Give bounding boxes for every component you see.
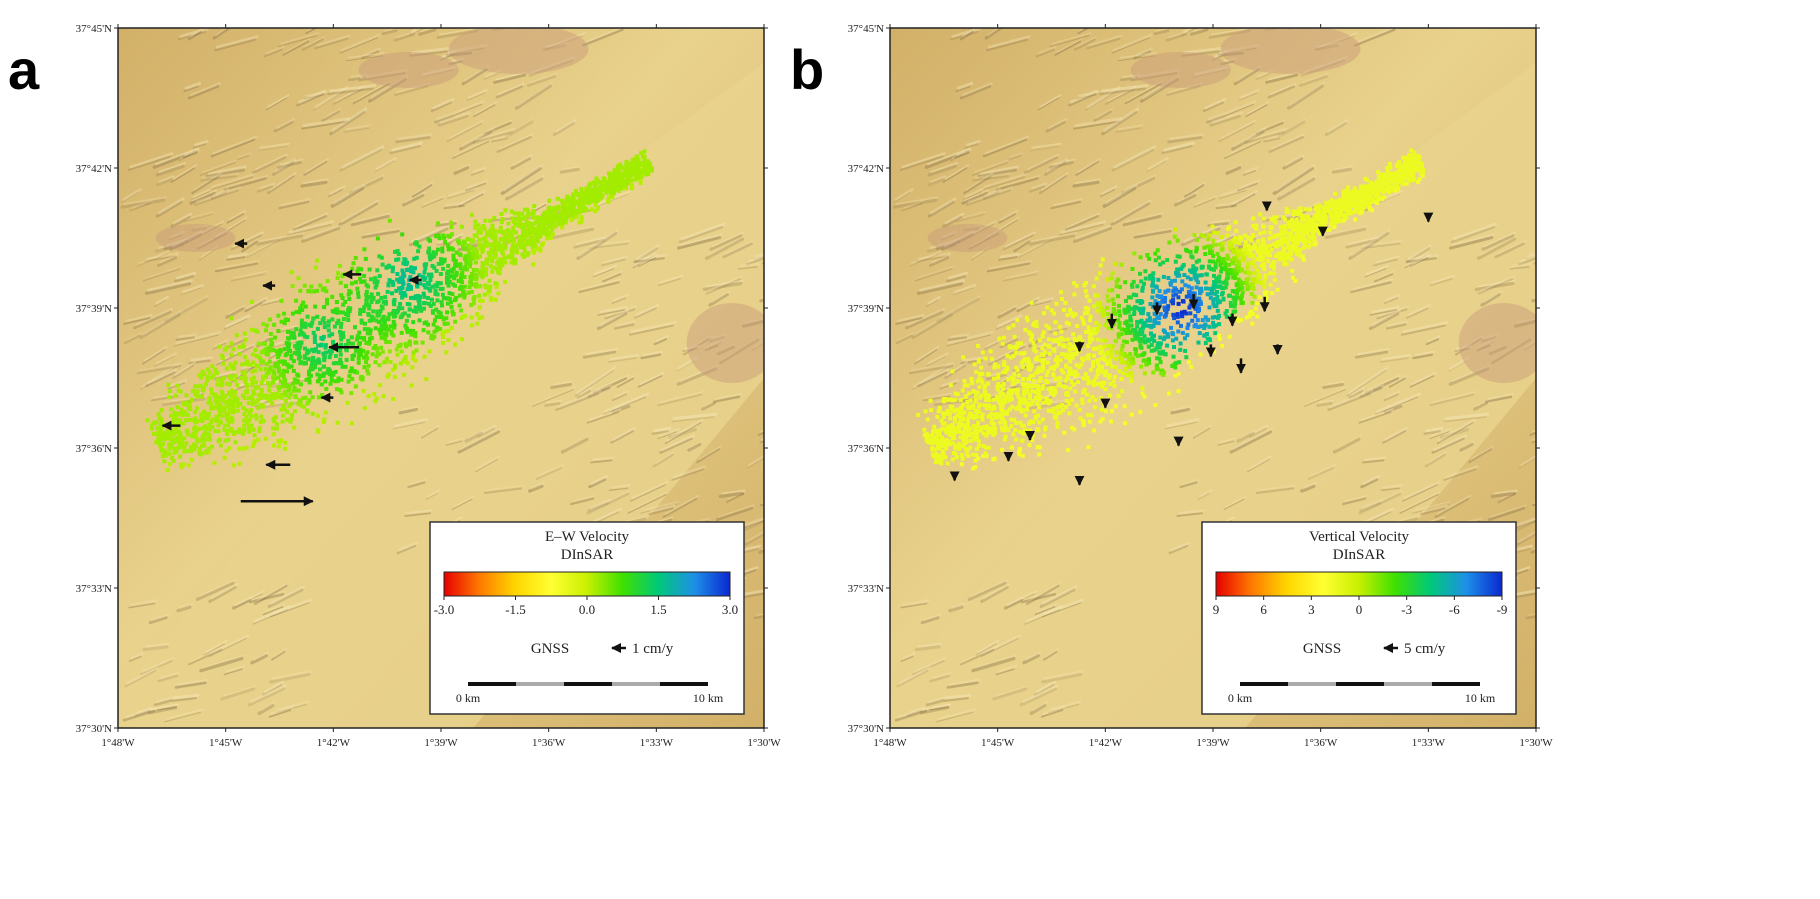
legend-title: E–W Velocity <box>545 529 630 545</box>
lon-tick-label: 1°33'W <box>640 737 674 749</box>
lon-tick-label: 1°30'W <box>747 737 781 749</box>
lat-tick-label: 37°30'N <box>848 723 884 735</box>
colorbar-tick-label: -3 <box>1401 602 1412 617</box>
lat-tick-label: 37°42'N <box>848 163 884 175</box>
legend-subtitle: DInSAR <box>561 547 614 563</box>
colorbar-tick-label: 9 <box>1213 602 1220 617</box>
scale-bar-start-label: 0 km <box>1228 691 1253 705</box>
gnss-arrows <box>949 201 1434 486</box>
panel-b-letter: b <box>790 38 825 101</box>
lon-tick-label: 1°48'W <box>101 737 135 749</box>
scale-bar-start-label: 0 km <box>456 691 481 705</box>
lon-tick-label: 1°45'W <box>209 737 243 749</box>
gnss-legend-label: GNSS <box>531 641 569 657</box>
scale-bar-segment <box>1336 682 1384 686</box>
lat-tick-label: 37°30'N <box>76 723 112 735</box>
scale-bar-segment <box>1432 682 1480 686</box>
lon-tick-label: 1°42'W <box>317 737 351 749</box>
colorbar-tick-label: 3 <box>1308 602 1315 617</box>
hillshade-relief <box>120 28 764 723</box>
gnss-arrows <box>161 238 422 507</box>
colorbar-tick-label: -3.0 <box>434 602 455 617</box>
lon-tick-label: 1°42'W <box>1089 737 1123 749</box>
colorbar-tick-label: -1.5 <box>505 602 526 617</box>
lat-tick-label: 37°33'N <box>76 583 112 595</box>
velocity-legend: E–W Velocity DInSAR -3.0 -1.5 0.0 1.5 3.0 GNSS 1… <box>429 521 745 715</box>
scale-bar-segment <box>1384 682 1432 686</box>
map-panel-a: 37°45'N 37°42'N 37°39'N 37°36'N 37°33'N 37°30… <box>76 23 782 749</box>
scale-bar-segment <box>468 682 516 686</box>
lat-tick-label: 37°33'N <box>848 583 884 595</box>
scale-bar-segment <box>516 682 564 686</box>
gnss-scale-label: 1 cm/y <box>632 641 674 657</box>
colorbar-tick-label: 0 <box>1356 602 1363 617</box>
colorbar-tick-label: 1.5 <box>650 602 666 617</box>
lon-tick-label: 1°45'W <box>981 737 1015 749</box>
lon-tick-label: 1°39'W <box>1196 737 1230 749</box>
lat-tick-label: 37°39'N <box>76 303 112 315</box>
scale-bar-end-label: 10 km <box>1465 691 1496 705</box>
colorbar-tick-label: -6 <box>1449 602 1460 617</box>
scale-bar-segment <box>564 682 612 686</box>
lon-tick-label: 1°36'W <box>1304 737 1338 749</box>
scale-bar-segment <box>660 682 708 686</box>
lat-tick-label: 37°45'N <box>848 23 884 35</box>
colorbar <box>1215 571 1503 597</box>
map-panel-b: 37°45'N 37°42'N 37°39'N 37°36'N 37°33'N 37°30… <box>848 23 1554 749</box>
legend-title: Vertical Velocity <box>1309 529 1410 545</box>
scale-bar-end-label: 10 km <box>693 691 724 705</box>
mountain-peaks <box>927 28 1536 383</box>
lat-tick-label: 37°42'N <box>76 163 112 175</box>
mountain-peaks <box>155 28 764 383</box>
colorbar-tick-label: -9 <box>1497 602 1508 617</box>
colorbar-tick-label: 6 <box>1260 602 1267 617</box>
gnss-scale-label: 5 cm/y <box>1404 641 1446 657</box>
panel-a-letter: a <box>8 38 40 101</box>
dinsar-points <box>145 149 654 473</box>
velocity-legend: Vertical Velocity DInSAR 9 6 3 0 -3 -6 -9 GNSS 5 c… <box>1201 521 1517 715</box>
scale-bar-segment <box>1288 682 1336 686</box>
lon-tick-label: 1°48'W <box>873 737 907 749</box>
lat-tick-label: 37°36'N <box>76 443 112 455</box>
lat-tick-label: 37°45'N <box>76 23 112 35</box>
colorbar-tick-label: 0.0 <box>579 602 595 617</box>
colorbar <box>443 571 731 597</box>
lat-tick-label: 37°39'N <box>848 303 884 315</box>
lat-tick-label: 37°36'N <box>848 443 884 455</box>
colorbar-tick-label: 3.0 <box>722 602 738 617</box>
scale-bar-segment <box>612 682 660 686</box>
gnss-legend-label: GNSS <box>1303 641 1341 657</box>
legend-subtitle: DInSAR <box>1333 547 1386 563</box>
lon-tick-label: 1°39'W <box>424 737 458 749</box>
lon-tick-label: 1°33'W <box>1412 737 1446 749</box>
lon-tick-label: 1°36'W <box>532 737 566 749</box>
scale-bar-segment <box>1240 682 1288 686</box>
lon-tick-label: 1°30'W <box>1519 737 1553 749</box>
